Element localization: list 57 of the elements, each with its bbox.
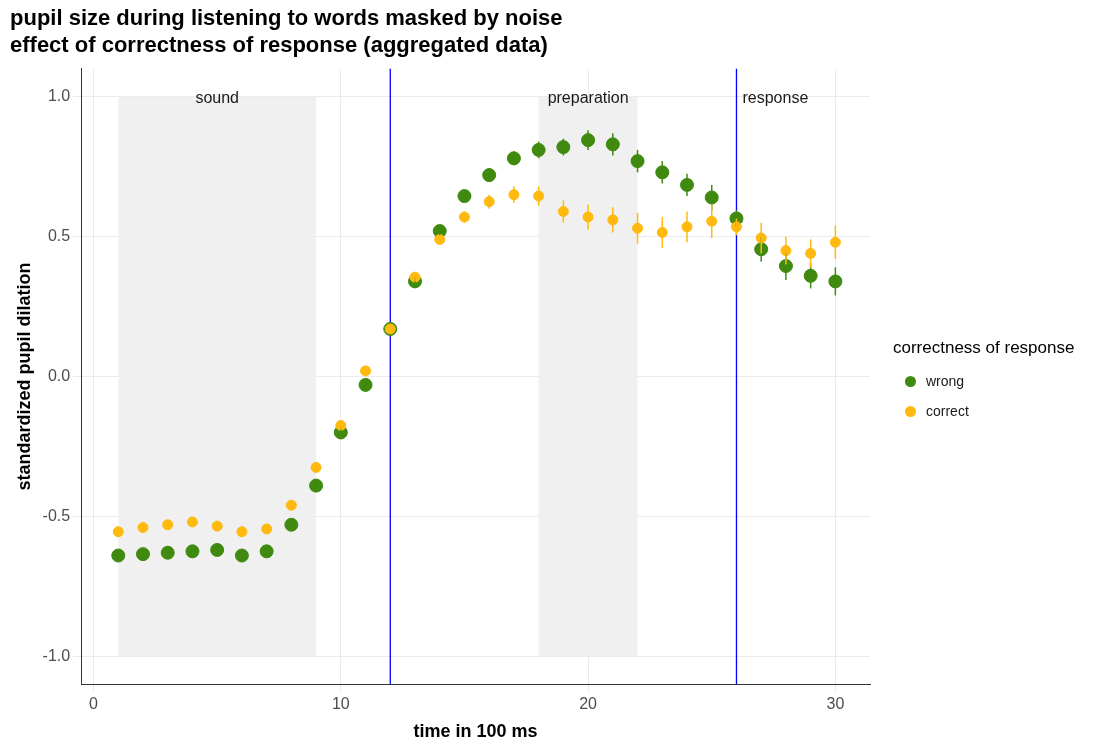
y-tick-label: -1.0 (42, 646, 71, 664)
point (160, 545, 175, 560)
point (457, 189, 472, 204)
legend-label: wrong (926, 373, 965, 389)
point (828, 274, 843, 289)
point (185, 544, 200, 559)
point (358, 377, 373, 392)
point (730, 221, 742, 233)
point (706, 215, 718, 227)
point (234, 548, 249, 563)
y-tick-label: 0.5 (47, 227, 71, 245)
point (186, 516, 198, 528)
point (309, 478, 324, 493)
point (704, 190, 719, 205)
point (829, 236, 841, 248)
band-label: preparation (547, 89, 629, 107)
point (210, 542, 225, 557)
chart-title: pupil size during listening to words masked by noise (10, 5, 563, 31)
point (805, 247, 817, 259)
point (557, 205, 569, 217)
point (655, 165, 670, 180)
x-tick-label: 30 (826, 695, 845, 713)
x-tick-label: 20 (579, 695, 598, 713)
x-tick-label: 0 (89, 695, 99, 713)
y-tick-label: -0.5 (42, 506, 71, 524)
point (137, 522, 149, 534)
point (211, 520, 223, 532)
point (458, 211, 470, 223)
point (803, 268, 818, 283)
point (236, 526, 248, 538)
legend-label: correct (926, 403, 969, 419)
point (112, 526, 124, 538)
point (630, 154, 645, 169)
y-axis-title: standardized pupil dilation (13, 262, 34, 491)
point (632, 222, 644, 234)
point (531, 142, 546, 157)
y-tick-label: 1.0 (47, 87, 71, 105)
point (656, 226, 668, 238)
point (285, 499, 297, 511)
x-axis-title: time in 100 ms (413, 721, 538, 742)
y-tick-label: 0.0 (47, 366, 71, 384)
point (111, 548, 126, 563)
legend-title: correctness of response (893, 338, 1075, 358)
chart-subtitle: effect of correctness of response (aggregated data) (10, 31, 548, 57)
point (360, 365, 372, 377)
point (310, 461, 322, 473)
point (533, 190, 545, 202)
point (434, 233, 446, 245)
point (162, 519, 174, 531)
point (135, 547, 150, 562)
x-tick-label: 10 (331, 695, 350, 713)
point (284, 517, 299, 532)
point (261, 523, 273, 535)
point (556, 140, 571, 155)
band-label: sound (195, 89, 239, 107)
ref-line-label: response (742, 89, 809, 107)
point (259, 544, 274, 559)
